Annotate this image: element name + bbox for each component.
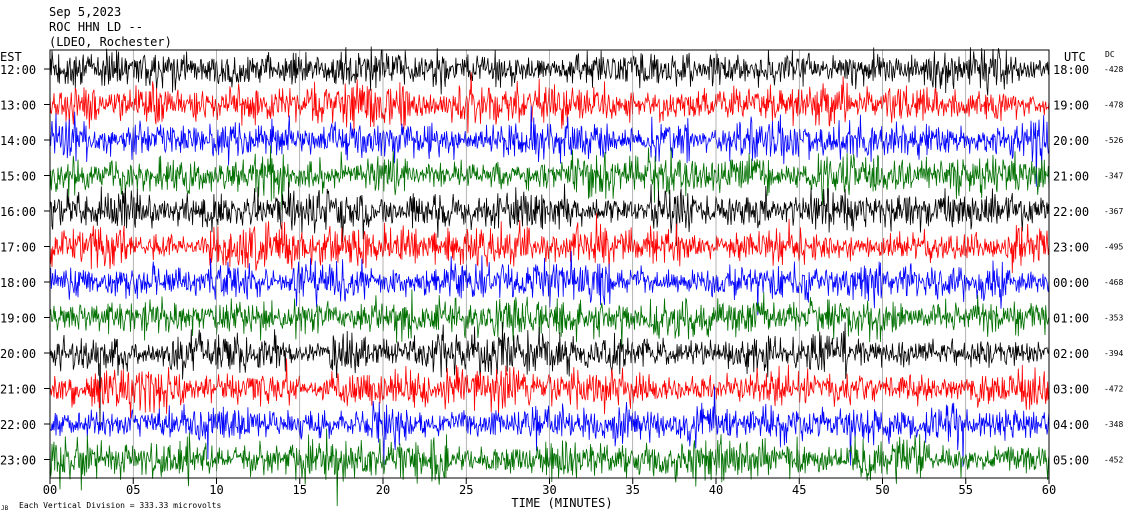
right-axis-title: UTC [1064, 50, 1086, 64]
x-tick-label: 30 [542, 483, 556, 497]
est-hour-label: 20:00 [0, 347, 36, 361]
x-tick-labels: 00 05 10 15 20 25 30 35 40 45 50 55 60 [43, 483, 1056, 497]
est-hour-label: 23:00 [0, 454, 36, 468]
est-hour-label: 14:00 [0, 134, 36, 148]
est-hour-label: 17:00 [0, 241, 36, 255]
dc-offset-label: -348 [1104, 420, 1123, 429]
x-tick-label: 25 [459, 483, 473, 497]
dc-offset-label: -353 [1104, 314, 1123, 323]
utc-hour-label: 18:00 [1053, 63, 1089, 77]
utc-hour-label: 04:00 [1053, 418, 1089, 432]
plot-border [49, 49, 1050, 479]
dc-offset-label: -347 [1104, 172, 1123, 181]
utc-hour-label: 03:00 [1053, 383, 1089, 397]
est-hour-label: 21:00 [0, 383, 36, 397]
dc-offset-label: -367 [1104, 207, 1123, 216]
dc-offset-label: -472 [1104, 385, 1123, 394]
dc-header: DC [1105, 50, 1115, 59]
header-date: Sep 5,2023 [49, 5, 121, 19]
x-tick-label: 35 [626, 483, 640, 497]
est-hour-label: 12:00 [0, 63, 36, 77]
x-tick-label: 45 [792, 483, 806, 497]
utc-hour-label: 21:00 [1053, 170, 1089, 184]
x-tick-label: 50 [875, 483, 889, 497]
x-tick-label: 55 [959, 483, 973, 497]
scale-note: Each Vertical Division = 333.33 microvol… [19, 501, 221, 510]
x-tick-label: 60 [1042, 483, 1056, 497]
est-hour-label: 16:00 [0, 205, 36, 219]
x-tick-label: 20 [376, 483, 390, 497]
dc-offset-label: -394 [1104, 349, 1123, 358]
corner-mark: JB [1, 505, 9, 512]
utc-hour-label: 19:00 [1053, 99, 1089, 113]
dc-offset-label: -526 [1104, 136, 1123, 145]
utc-hour-label: 00:00 [1053, 276, 1089, 290]
header-station: (LDEO, Rochester) [49, 35, 172, 49]
row-labels: 12:00 18:00 -428 13:00 19:00 -478 14:00 20:00 -5… [0, 63, 1123, 468]
est-hour-label: 13:00 [0, 99, 36, 113]
utc-hour-label: 01:00 [1053, 312, 1089, 326]
dc-offset-label: -478 [1104, 101, 1123, 110]
utc-hour-label: 20:00 [1053, 134, 1089, 148]
x-tick-label: 10 [209, 483, 223, 497]
x-tick-label: 00 [43, 483, 57, 497]
dc-offset-label: -452 [1104, 456, 1123, 465]
header-channel: ROC HHN LD -- [49, 20, 143, 34]
x-tick-label: 40 [709, 483, 723, 497]
est-hour-label: 15:00 [0, 170, 36, 184]
utc-hour-label: 23:00 [1053, 241, 1089, 255]
est-hour-label: 22:00 [0, 418, 36, 432]
utc-hour-label: 02:00 [1053, 347, 1089, 361]
est-hour-label: 18:00 [0, 276, 36, 290]
plot-frame [49, 49, 1050, 484]
utc-hour-label: 22:00 [1053, 205, 1089, 219]
x-axis-label: TIME (MINUTES) [511, 496, 612, 510]
utc-hour-label: 05:00 [1053, 454, 1089, 468]
dc-offset-label: -495 [1104, 243, 1123, 252]
dc-offset-label: -468 [1104, 278, 1123, 287]
left-axis-title: EST [0, 50, 22, 64]
dc-offset-label: -428 [1104, 65, 1123, 74]
x-tick-label: 15 [293, 483, 307, 497]
est-hour-label: 19:00 [0, 312, 36, 326]
x-tick-label: 05 [126, 483, 140, 497]
